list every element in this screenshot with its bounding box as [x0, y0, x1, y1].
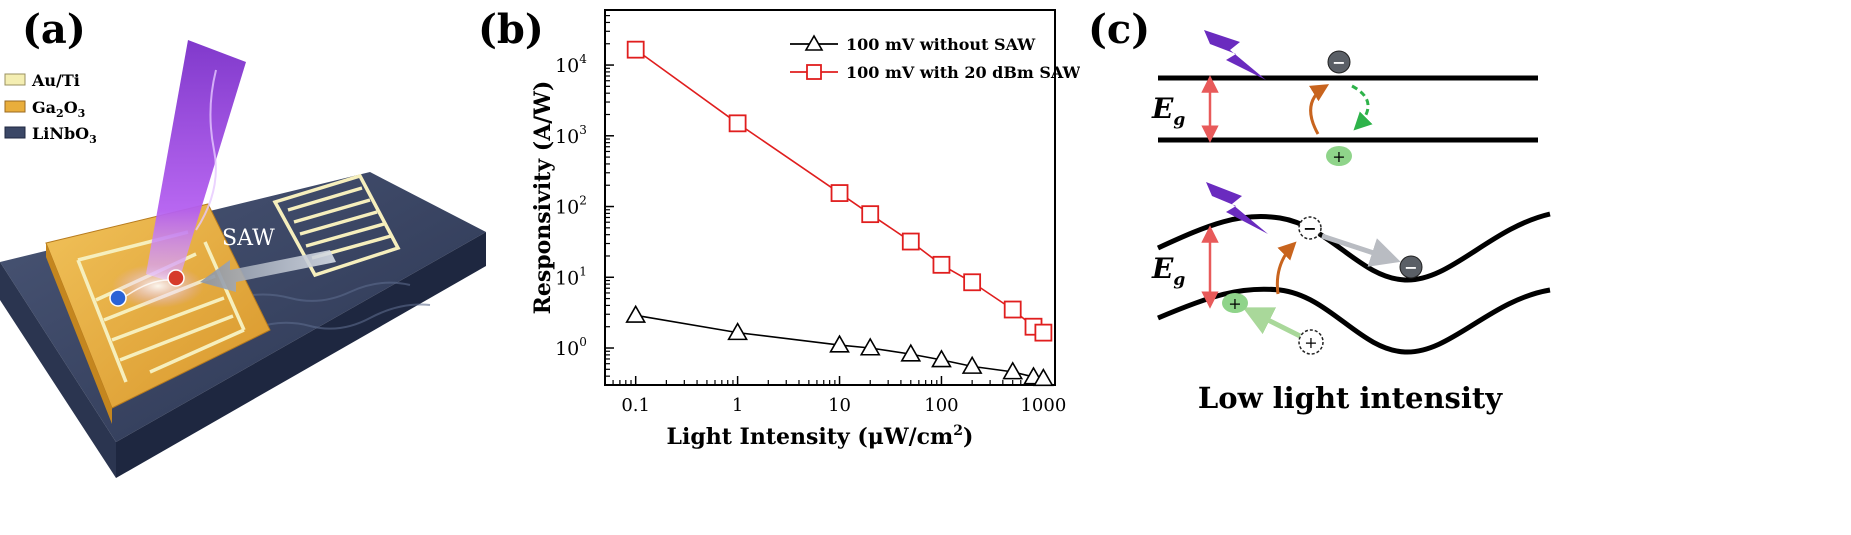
data-point-triangle	[900, 343, 922, 362]
responsivity-chart: 0.1 1 10 100 1000 100 101 102 103 104 100 mV witho…	[530, 9, 1080, 450]
hole-excited: +	[1298, 329, 1324, 355]
panel-c-caption: Low light intensity	[1198, 381, 1503, 415]
x-tick-label: 100	[924, 395, 958, 416]
saw-idt	[272, 173, 401, 278]
series-line-2	[635, 49, 1044, 334]
legend-marker-square	[806, 64, 822, 80]
device-schematic: Au/Ti Ga2O3 LiNbO3 SAW	[0, 40, 486, 478]
data-point-triangle	[727, 322, 748, 341]
panel-label-c: (c)	[1088, 6, 1151, 53]
legend-marker-triangle	[804, 34, 824, 51]
data-point-triangle	[961, 355, 983, 374]
lightning-icon-2	[1206, 182, 1268, 234]
electron-top: −	[1327, 50, 1351, 74]
legend-au-ti: Au/Ti	[4, 71, 80, 90]
data-point-triangle	[1002, 361, 1024, 380]
excitation-arrow-bottom	[1275, 241, 1297, 295]
valence-band-wavy	[1157, 286, 1551, 355]
data-point-square	[963, 273, 982, 292]
saw-label: SAW	[222, 226, 275, 251]
recombination-arrow	[1351, 84, 1373, 131]
legend-label-au-ti: Au/Ti	[31, 71, 80, 90]
electron-excited: −	[1298, 216, 1322, 240]
x-tick-label: 1000	[1020, 395, 1066, 416]
x-tick-label: 0.1	[621, 395, 650, 416]
data-point-square	[626, 40, 645, 59]
panel-label-b: (b)	[478, 6, 544, 53]
hole-sphere	[167, 269, 185, 287]
hole-top: +	[1326, 146, 1352, 166]
hole-drift-arrow	[1242, 307, 1302, 339]
legend-label-1: 100 mV without SAW	[846, 35, 1036, 54]
data-point-triangle	[625, 304, 647, 323]
legend-swatch-au-ti	[4, 73, 26, 86]
svg-text:−: −	[1332, 53, 1345, 72]
y-tick-label: 103	[555, 123, 587, 148]
data-point-square	[830, 184, 849, 202]
hole-trapped: +	[1222, 293, 1248, 313]
legend-linbo3: LiNbO3	[4, 124, 97, 146]
legend-swatch-ga2o3	[4, 100, 26, 113]
electron-trapped: −	[1399, 255, 1423, 279]
eg-label-bottom: Eg	[1151, 252, 1185, 290]
legend-swatch-linbo3	[4, 126, 26, 139]
data-point-triangle	[859, 337, 881, 356]
y-axis-label: Responsivity (A/W)	[530, 81, 556, 315]
data-point-triangle	[829, 334, 850, 353]
y-tick-label: 101	[555, 264, 587, 289]
data-point-square	[1034, 323, 1053, 342]
eg-label-top: Eg	[1151, 92, 1185, 130]
data-point-square	[932, 255, 951, 274]
svg-text:+: +	[1332, 147, 1345, 166]
data-point-triangle	[1033, 367, 1054, 387]
svg-text:+: +	[1228, 294, 1241, 313]
svg-text:−: −	[1303, 219, 1316, 238]
data-point-square	[1003, 300, 1022, 319]
series-line-1	[635, 314, 1044, 380]
y-tick-label: 104	[555, 52, 587, 77]
band-diagram: Eg − + Eg − − + + Low light intensity	[1151, 30, 1551, 415]
y-tick-label: 100	[555, 335, 587, 360]
data-point-square	[901, 232, 920, 251]
svg-text:−: −	[1404, 258, 1417, 277]
legend-ga2o3: Ga2O3	[4, 98, 85, 120]
y-tick-label: 102	[555, 194, 587, 219]
data-point-square	[861, 205, 880, 224]
electron-sphere	[109, 289, 127, 307]
panel-label-a: (a)	[22, 6, 86, 53]
excitation-arrow-top	[1309, 84, 1330, 135]
x-tick-label: 10	[828, 395, 851, 416]
legend-label-2: 100 mV with 20 dBm SAW	[846, 63, 1080, 82]
svg-text:+: +	[1304, 333, 1317, 352]
conduction-band-wavy	[1156, 211, 1551, 283]
data-point-triangle	[931, 349, 952, 368]
lightning-icon	[1204, 30, 1266, 80]
saw-arrow: SAW	[200, 226, 336, 292]
x-axis-label: Light Intensity (μW/cm2)	[667, 423, 974, 450]
legend-label-linbo3: LiNbO3	[32, 124, 97, 146]
data-point-square	[728, 114, 747, 133]
x-tick-label: 1	[732, 395, 743, 416]
legend-label-ga2o3: Ga2O3	[32, 98, 85, 120]
electron-drift-arrow	[1321, 233, 1401, 267]
